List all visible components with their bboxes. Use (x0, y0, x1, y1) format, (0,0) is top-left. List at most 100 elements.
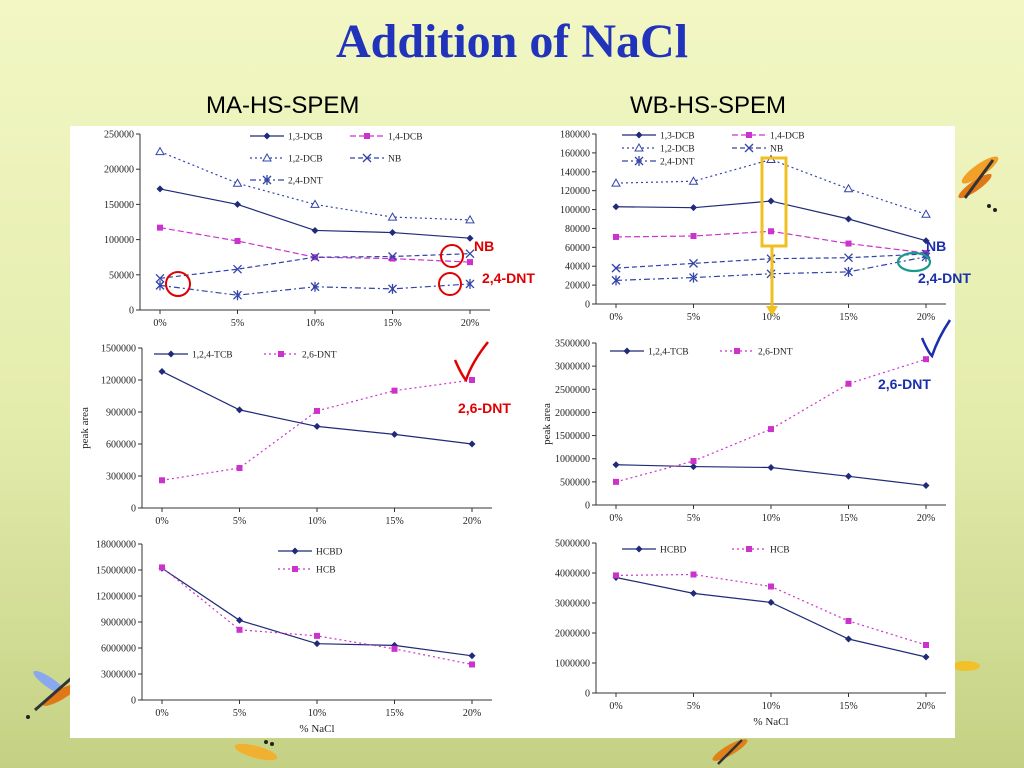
y-tick-label: 1500000 (555, 431, 590, 442)
series-line (615, 253, 927, 269)
data-point (158, 367, 166, 375)
y-tick-label: 200000 (104, 165, 134, 176)
chart-ma-dichlorobenzenes: 0 50000 100000 150000 200000 250000 0% 5% 10% 15%… (104, 130, 490, 329)
data-point (314, 632, 320, 639)
y-tick-label: 0 (129, 306, 134, 317)
data-point (843, 183, 854, 193)
data-point (766, 154, 776, 163)
y-tick-label: 900000 (106, 408, 136, 419)
legend-label: HCB (316, 566, 336, 576)
y-tick-label: 15000000 (96, 566, 136, 577)
y-tick-label: 5000000 (555, 539, 590, 550)
legend-marker (634, 156, 644, 166)
data-point (389, 229, 396, 237)
y-tick-label: 1000000 (555, 659, 590, 670)
data-point (391, 645, 398, 652)
x-tick-label: 20% (463, 708, 481, 719)
data-point (389, 255, 396, 262)
legend-label: 2,6-DNT (302, 351, 337, 361)
legend-marker (262, 152, 272, 162)
x-tick-label: 5% (233, 708, 246, 719)
data-point (690, 589, 697, 597)
y-tick-label: 120000 (560, 186, 590, 197)
y-tick-label: 3000000 (555, 599, 590, 610)
data-point (690, 233, 697, 239)
data-point (232, 178, 243, 187)
legend-marker (746, 546, 752, 552)
right-column-heading: WB-HS-SPEM (630, 92, 786, 119)
legend-marker (635, 131, 643, 139)
data-point (689, 258, 698, 268)
data-point (313, 640, 321, 648)
y-tick-label: 1200000 (101, 376, 136, 387)
y-tick-label: 100000 (104, 235, 134, 246)
x-tick-label: 15% (383, 318, 401, 329)
data-point (767, 598, 775, 606)
data-point (845, 215, 852, 223)
y-tick-label: 2500000 (555, 385, 590, 396)
series-line (615, 230, 927, 254)
data-point (690, 571, 697, 578)
dragonfly-icon (234, 740, 278, 761)
y-tick-label: 0 (131, 696, 136, 707)
legend-label: 2,4-DNT (288, 177, 323, 187)
data-point (159, 564, 165, 571)
data-point (613, 572, 619, 579)
data-point (611, 178, 621, 187)
x-tick-label: 10% (306, 318, 324, 329)
x-tick-label: 0% (153, 318, 166, 329)
dragonfly-icon (952, 661, 980, 671)
data-point (768, 583, 774, 590)
legend-label: 2,4-DNT (660, 158, 695, 168)
dragonfly-icon (26, 670, 78, 719)
legend-label: NB (388, 155, 401, 165)
legend-label: 1,2,4-TCB (192, 351, 233, 361)
x-tick-label: 15% (385, 708, 403, 719)
annotation-24dnt-right: 2,4-DNT (918, 270, 971, 286)
data-point (157, 224, 163, 231)
y-tick-label: 3000000 (101, 670, 136, 681)
legend-label: 2,6-DNT (758, 348, 793, 358)
y-tick-label: 0 (585, 689, 590, 700)
data-point (233, 290, 242, 301)
data-point (468, 440, 476, 448)
x-tick-label: 5% (687, 312, 700, 323)
data-point (388, 283, 397, 294)
x-tick-label: 15% (839, 701, 857, 712)
annotation-26dnt-left: 2,6-DNT (458, 400, 511, 416)
legend-label: 1,2-DCB (660, 145, 695, 155)
data-point (612, 203, 620, 211)
x-tick-label: 15% (385, 516, 403, 527)
chart-wb-tcb-dnt: 0 500000 1000000 1500000 2000000 2500000 30000… (541, 339, 946, 524)
x-tick-label: 0% (609, 701, 622, 712)
y-tick-label: 20000 (565, 281, 590, 292)
data-point (469, 661, 475, 668)
legend-marker (746, 132, 752, 138)
legend-marker (734, 348, 740, 354)
chart-ma-tcb-dnt: 0 300000 600000 900000 1200000 1500000 0% 5% 10%… (79, 344, 492, 527)
data-point (468, 652, 476, 660)
data-point (234, 200, 241, 208)
legend-marker (364, 133, 370, 139)
data-point (923, 356, 929, 363)
data-point (236, 465, 243, 471)
y-tick-label: 140000 (560, 167, 590, 178)
y-tick-label: 100000 (560, 205, 590, 216)
data-point (612, 461, 620, 469)
annotation-nb-left: NB (474, 238, 495, 254)
x-tick-label: 15% (839, 513, 857, 524)
y-tick-label: 4000000 (555, 569, 590, 580)
left-column-heading: MA-HS-SPEM (206, 92, 360, 119)
data-point (690, 458, 697, 465)
x-tick-label: 5% (233, 516, 246, 527)
x-tick-label: 20% (463, 516, 481, 527)
x-tick-label: 10% (762, 312, 780, 323)
data-point (155, 146, 165, 156)
legend-label: HCB (770, 546, 790, 556)
data-point (767, 197, 775, 205)
data-point (768, 426, 774, 433)
data-point (844, 253, 853, 263)
legend-label: 1,3-DCB (660, 132, 695, 142)
data-point (923, 642, 929, 648)
x-tick-label: 20% (917, 513, 935, 524)
